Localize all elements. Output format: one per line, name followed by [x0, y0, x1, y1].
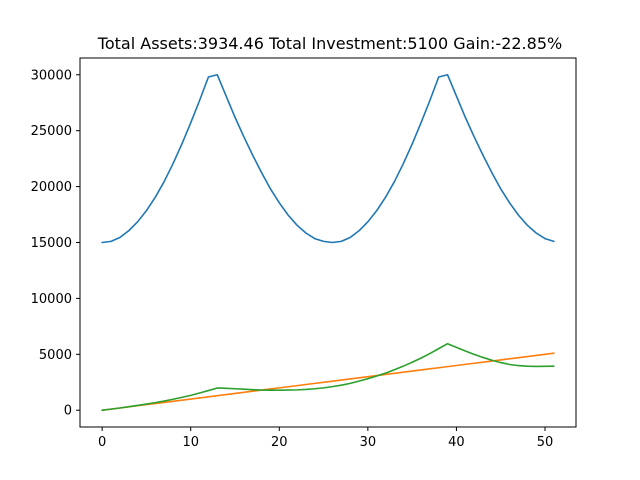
x-tick-label: 10 [182, 435, 199, 450]
series-line-1 [101, 73, 555, 244]
x-tick-label: 40 [448, 435, 465, 450]
x-tick-label: 30 [360, 435, 377, 450]
x-axis: 0 10 20 30 40 50 [98, 427, 553, 450]
series-line-2 [101, 352, 555, 412]
series-line-3 [101, 342, 555, 412]
y-tick-label: 25000 [31, 124, 72, 139]
series-layer [101, 73, 555, 412]
chart-title: Total Assets:3934.46 Total Investment:51… [97, 34, 562, 53]
y-tick-label: 10000 [31, 292, 72, 307]
y-tick-label: 15000 [31, 236, 72, 251]
y-tick-label: 30000 [31, 68, 72, 83]
y-axis: 0 5000 10000 15000 20000 25000 30000 [31, 68, 80, 419]
y-tick-label: 20000 [31, 180, 72, 195]
x-tick-label: 0 [98, 435, 106, 450]
y-tick-label: 0 [64, 404, 72, 419]
x-tick-label: 20 [271, 435, 288, 450]
x-tick-label: 50 [537, 435, 554, 450]
y-tick-label: 5000 [39, 348, 72, 363]
